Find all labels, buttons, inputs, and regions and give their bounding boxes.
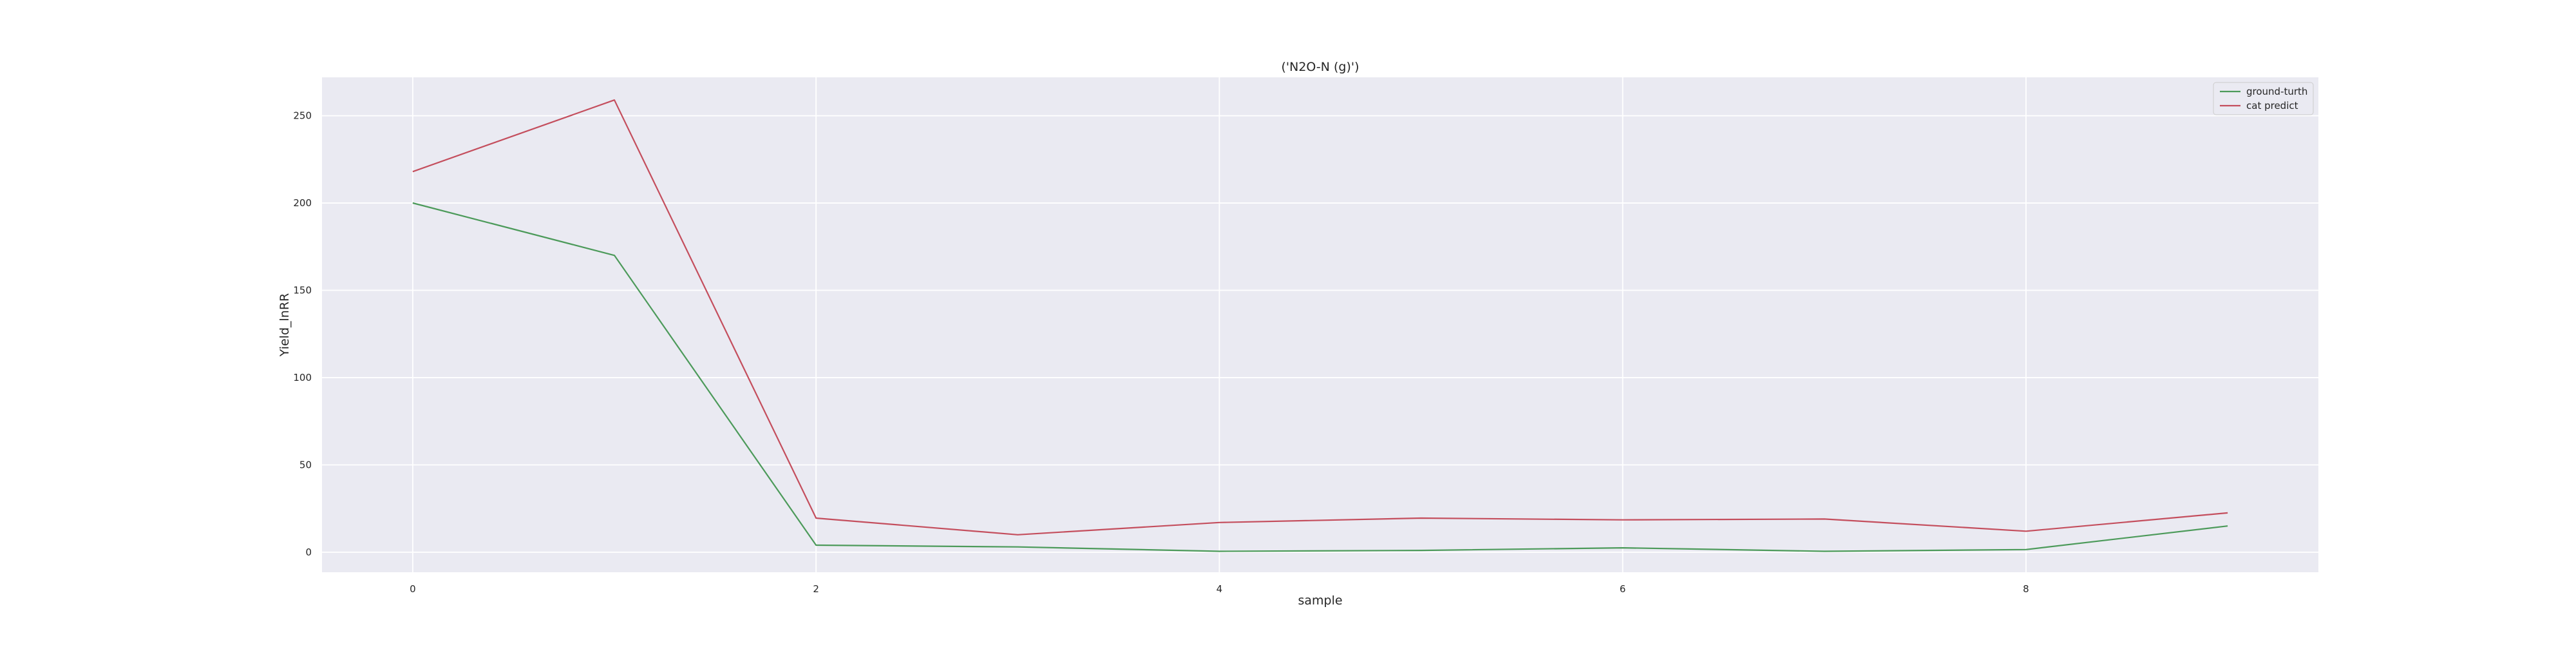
x-tick-label: 0 — [410, 583, 416, 595]
chart-title: ('N2O-N (g)') — [1281, 60, 1359, 74]
y-tick-label: 100 — [293, 372, 312, 383]
y-axis-label: Yield_lnRR — [278, 293, 292, 357]
x-tick-label: 8 — [2023, 583, 2029, 595]
y-tick-label: 0 — [305, 546, 312, 558]
grid-lines — [322, 77, 2318, 572]
tick-labels: 0 2 4 6 8 0 50 100 150 200 250 — [293, 110, 2029, 595]
x-tick-label: 6 — [1620, 583, 1626, 595]
series-lines — [412, 99, 2228, 552]
plot-area-background — [322, 77, 2318, 572]
x-axis-label: sample — [1298, 594, 1342, 608]
y-tick-label: 250 — [293, 110, 312, 122]
legend-label-cat-predict: cat predict — [2246, 100, 2298, 111]
y-tick-label: 200 — [293, 197, 312, 209]
y-tick-label: 150 — [293, 284, 312, 296]
y-tick-label: 50 — [299, 459, 312, 470]
legend-label-ground-turth: ground-turth — [2246, 86, 2307, 97]
series-line-ground-turth — [412, 202, 2228, 552]
series-line-cat-predict — [412, 99, 2228, 536]
legend: ground-turth cat predict — [2213, 82, 2314, 115]
legend-box — [2213, 82, 2314, 115]
x-tick-label: 4 — [1217, 583, 1223, 595]
x-tick-label: 2 — [813, 583, 819, 595]
